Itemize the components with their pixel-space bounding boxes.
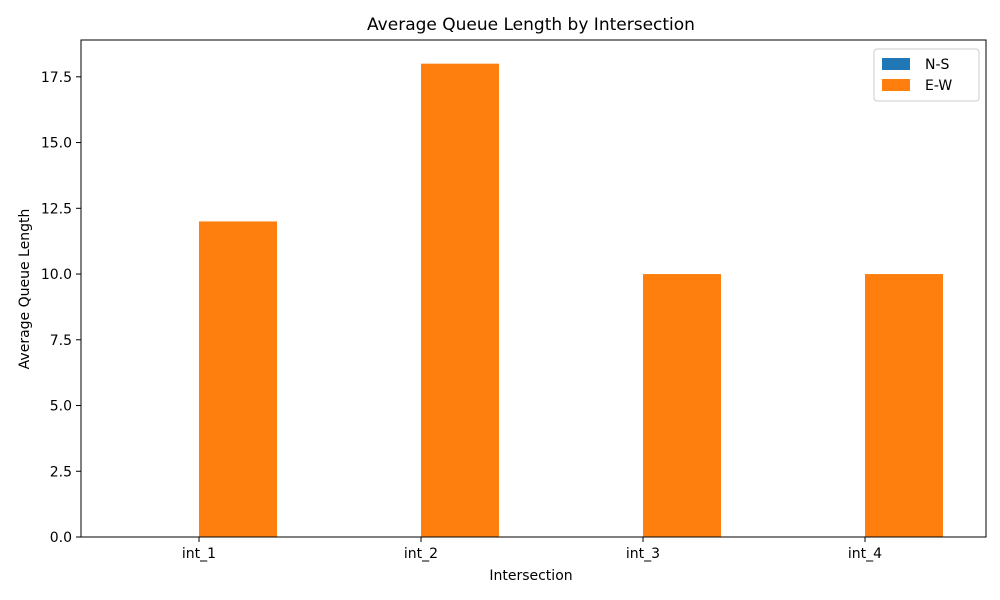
y-axis-label: Average Queue Length [17,209,33,370]
y-tick-label: 10.0 [41,267,72,283]
y-tick-label: 5.0 [50,399,72,415]
legend-swatch-ew [882,79,910,91]
legend: N-S E-W [873,48,980,102]
x-tick-label: int_1 [182,546,216,562]
legend-label-ew: E-W [925,78,952,94]
y-tick-label: 0.0 [50,530,72,546]
x-tick-label: int_3 [626,546,660,562]
bar-e-w-int-4 [865,274,943,537]
plot-frame [80,39,987,538]
x-axis-label: Intersection [489,568,572,584]
bars-layer [199,63,943,538]
y-tick-label: 2.5 [50,464,72,480]
x-tick-label: int_4 [848,546,882,562]
bar-e-w-int-2 [421,63,499,538]
bar-e-w-int-3 [643,274,721,537]
y-tick-label: 7.5 [50,333,72,349]
chart-title: Average Queue Length by Intersection [367,15,695,35]
legend-label-ns: N-S [925,57,950,73]
y-tick-label: 15.0 [41,136,72,152]
y-axis-ticks: 0.0 2.5 5.0 7.5 10.0 12.5 15.0 17.5 [41,70,81,546]
legend-swatch-ns [882,58,910,70]
bar-e-w-int-1 [199,221,277,537]
y-tick-label: 17.5 [41,70,72,86]
y-tick-label: 12.5 [41,201,72,217]
x-tick-label: int_2 [404,546,438,562]
x-axis-ticks: int_1 int_2 int_3 int_4 [182,537,882,562]
